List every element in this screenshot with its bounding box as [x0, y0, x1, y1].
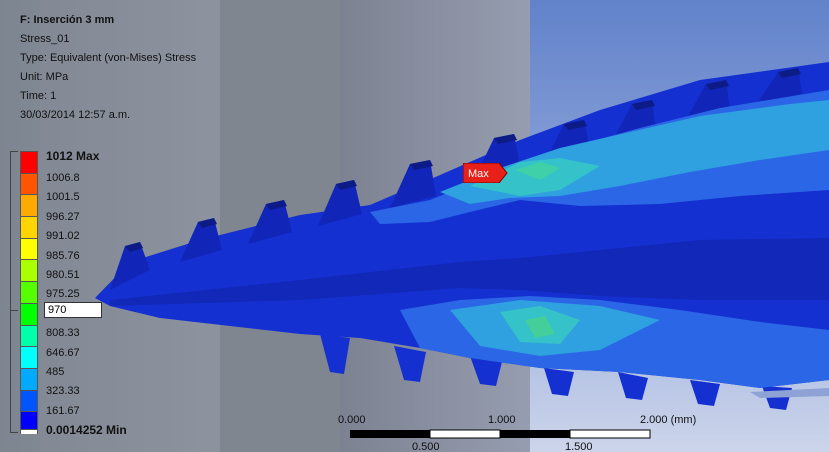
result-time: Time: 1: [20, 90, 57, 102]
result-name: Stress_01: [20, 33, 70, 45]
legend-swatch: [20, 411, 38, 434]
legend-swatch: [20, 237, 38, 261]
legend-swatch: [20, 389, 38, 413]
analysis-title: F: Inserción 3 mm: [20, 14, 115, 26]
max-probe-label[interactable]: Max: [463, 163, 508, 183]
result-unit: Unit: MPa: [20, 71, 69, 83]
legend-label[interactable]: 1001.5: [46, 191, 80, 204]
scale-label-05: 0.500: [412, 441, 440, 452]
max-probe-text: Max: [468, 168, 489, 180]
scale-label-0: 0.000: [338, 414, 366, 426]
scale-bar: [350, 429, 651, 439]
legend-swatch: [20, 367, 38, 391]
legend-label[interactable]: 485: [46, 366, 65, 378]
scale-label-15: 1.500: [565, 441, 593, 452]
scale-label-2: 2.000 (mm): [640, 414, 697, 426]
legend-swatch: [20, 259, 38, 283]
bracket-tick-top: [10, 151, 18, 152]
legend-bracket: [10, 151, 19, 433]
legend-max-label[interactable]: 1012 Max: [46, 149, 100, 163]
legend-label[interactable]: 991.02: [46, 230, 80, 243]
legend-swatch: [20, 194, 38, 218]
legend-label[interactable]: 975.25: [46, 288, 80, 301]
legend-label[interactable]: 996.27: [46, 210, 80, 223]
legend-swatch: [20, 151, 38, 174]
legend-label[interactable]: 323.33: [46, 385, 80, 398]
legend-swatch: [20, 216, 38, 239]
color-legend[interactable]: [20, 151, 38, 434]
result-type: Type: Equivalent (von-Mises) Stress: [20, 52, 197, 64]
legend-label[interactable]: 646.67: [46, 346, 80, 359]
legend-label[interactable]: 808.33: [46, 327, 80, 340]
legend-swatch: [20, 302, 38, 326]
legend-min-swatch: [20, 429, 38, 434]
legend-swatch: [20, 172, 38, 196]
legend-swatch: [20, 281, 38, 304]
legend-label[interactable]: 985.76: [46, 249, 80, 262]
scale-label-1: 1.000: [488, 414, 516, 426]
legend-value-field[interactable]: 970: [44, 302, 102, 318]
legend-label[interactable]: 1006.8: [46, 172, 80, 184]
bracket-tick-bottom: [10, 432, 18, 433]
legend-swatch: [20, 346, 38, 369]
result-date: 30/03/2014 12:57 a.m.: [20, 109, 131, 121]
legend-label[interactable]: 161.67: [46, 404, 80, 417]
legend-swatch: [20, 324, 38, 348]
legend-label[interactable]: 980.51: [46, 269, 80, 281]
legend-min-label[interactable]: 0.0014252 Min: [46, 423, 127, 437]
bracket-tick-mid: [10, 310, 18, 311]
